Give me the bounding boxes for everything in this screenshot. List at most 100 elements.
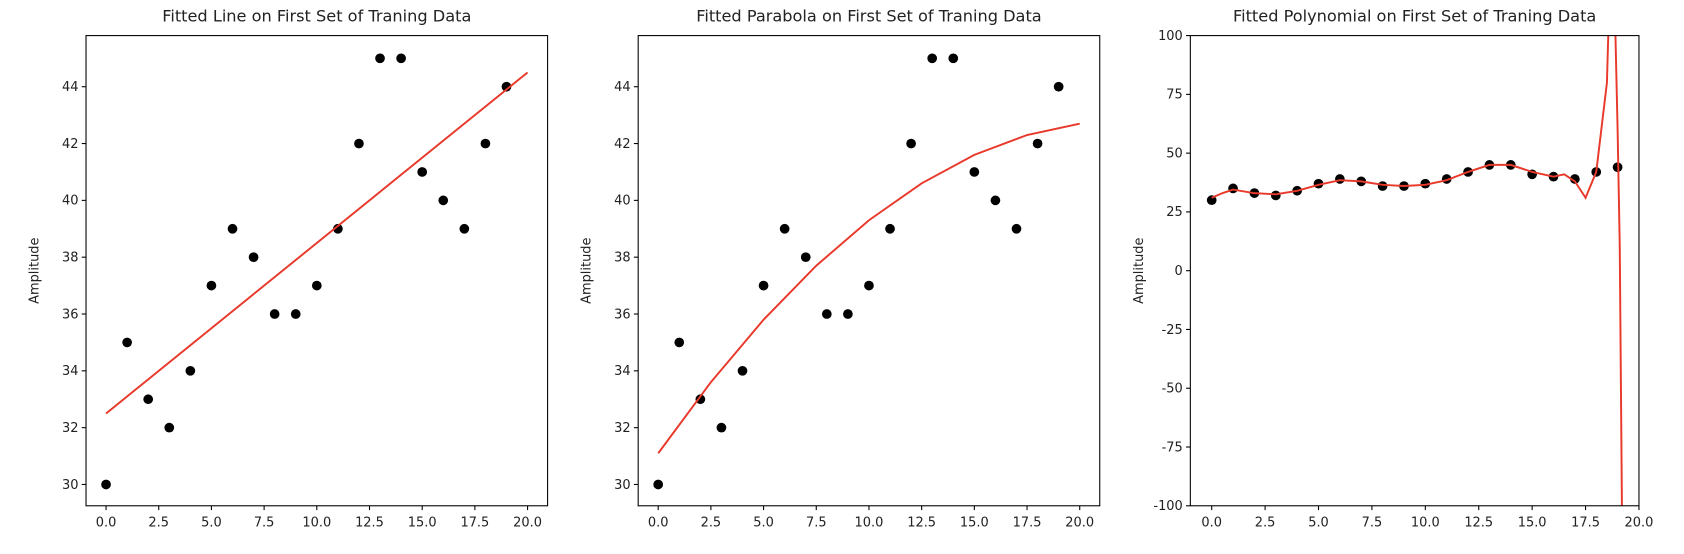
data-point	[269, 309, 280, 319]
x-tick-label: 20.0	[1065, 515, 1094, 530]
data-point	[1270, 190, 1281, 201]
x-tick-label: 17.5	[1013, 515, 1042, 530]
plot-area	[1206, 35, 1623, 506]
data-point	[779, 223, 790, 234]
y-tick-label: 50	[1166, 146, 1182, 161]
data-point	[843, 309, 853, 319]
y-axis-label: Amplitude	[28, 238, 43, 304]
x-tick-label: 7.5	[254, 515, 275, 530]
data-point	[716, 422, 727, 433]
x-tick-label: 0.0	[1201, 515, 1222, 530]
data-point	[375, 53, 385, 64]
y-tick-label: -25	[1162, 323, 1183, 338]
data-point	[164, 422, 175, 433]
y-tick-label: 42	[62, 137, 78, 152]
data-point	[927, 53, 938, 64]
chart-title: Fitted Polynomial on First Set of Tranin…	[1233, 7, 1596, 26]
axes-frame	[1189, 35, 1640, 507]
data-point	[800, 252, 811, 263]
data-point	[1377, 181, 1388, 191]
data-point	[333, 223, 343, 234]
data-point	[206, 280, 217, 291]
data-point	[653, 479, 664, 490]
y-tick-label: 36	[62, 307, 78, 322]
y-tick-label: 36	[614, 307, 630, 322]
data-point	[227, 223, 238, 234]
x-tick-label: 15.0	[408, 515, 437, 530]
data-point	[821, 309, 832, 319]
x-tick-label: 7.5	[1362, 515, 1383, 530]
subplot: Fitted Line on First Set of Traning Data…	[28, 7, 549, 530]
fit-line	[1211, 35, 1623, 506]
data-point	[438, 195, 449, 206]
data-point	[737, 365, 748, 376]
data-point	[417, 167, 428, 177]
data-point	[101, 479, 111, 490]
x-tick-label: 0.0	[648, 515, 669, 530]
x-tick-label: 10.0	[1411, 515, 1440, 530]
y-tick-label: 25	[1166, 205, 1182, 220]
y-tick-label: 40	[614, 194, 630, 209]
y-tick-label: 75	[1166, 88, 1182, 103]
x-tick-label: 5.0	[201, 515, 222, 530]
y-tick-label: 38	[62, 251, 78, 266]
x-tick-label: 0.0	[96, 515, 117, 530]
y-tick-label: 32	[614, 421, 630, 436]
plot-area	[653, 53, 1080, 490]
subplot: Fitted Parabola on First Set of Traning …	[580, 7, 1101, 530]
data-point	[1228, 183, 1238, 194]
y-tick-label: -50	[1162, 382, 1183, 397]
data-point	[459, 223, 470, 234]
data-point	[864, 280, 874, 291]
data-point	[290, 309, 301, 319]
y-tick-label: 100	[1158, 29, 1183, 44]
data-point	[122, 337, 132, 348]
x-tick-label: 20.0	[1625, 515, 1654, 530]
fit-line	[105, 71, 529, 415]
x-tick-label: 5.0	[1308, 515, 1329, 530]
x-tick-label: 2.5	[148, 515, 169, 530]
axes-frame	[637, 35, 1101, 507]
x-tick-label: 10.0	[855, 515, 884, 530]
data-point	[501, 81, 512, 92]
axes-frame	[85, 35, 549, 507]
subplot: Fitted Polynomial on First Set of Tranin…	[1132, 7, 1654, 531]
data-point	[1335, 174, 1345, 184]
y-tick-label: 38	[614, 251, 630, 266]
x-tick-label: 12.5	[355, 515, 384, 530]
data-point	[674, 337, 685, 348]
x-tick-label: 20.0	[513, 515, 542, 530]
data-point	[758, 280, 769, 291]
y-tick-label: 44	[62, 80, 78, 95]
data-point	[143, 394, 154, 405]
fit-line	[657, 122, 1080, 454]
data-point	[480, 138, 491, 149]
x-tick-label: 15.0	[960, 515, 989, 530]
y-tick-label: 42	[614, 137, 630, 152]
x-tick-label: 10.0	[302, 515, 331, 530]
y-tick-label: 40	[62, 194, 78, 209]
data-point	[885, 223, 895, 234]
plot-area	[101, 53, 529, 490]
y-tick-label: 32	[62, 421, 78, 436]
y-tick-label: 30	[614, 478, 630, 493]
data-point	[906, 138, 916, 149]
data-point	[185, 365, 196, 376]
y-tick-label: 34	[62, 364, 78, 379]
data-point	[1011, 223, 1022, 234]
chart-title: Fitted Line on First Set of Traning Data	[162, 7, 471, 26]
data-point	[948, 53, 959, 64]
x-tick-label: 12.5	[1464, 515, 1493, 530]
y-tick-label: 44	[614, 80, 630, 95]
y-tick-label: -75	[1162, 440, 1183, 455]
data-point	[1570, 174, 1580, 184]
data-point	[695, 394, 706, 405]
x-tick-label: 17.5	[1571, 515, 1600, 530]
data-point	[969, 167, 980, 177]
x-tick-label: 2.5	[701, 515, 722, 530]
data-point	[248, 252, 259, 263]
x-tick-label: 7.5	[806, 515, 827, 530]
y-axis-label: Amplitude	[1132, 238, 1147, 304]
data-point	[1053, 81, 1064, 92]
